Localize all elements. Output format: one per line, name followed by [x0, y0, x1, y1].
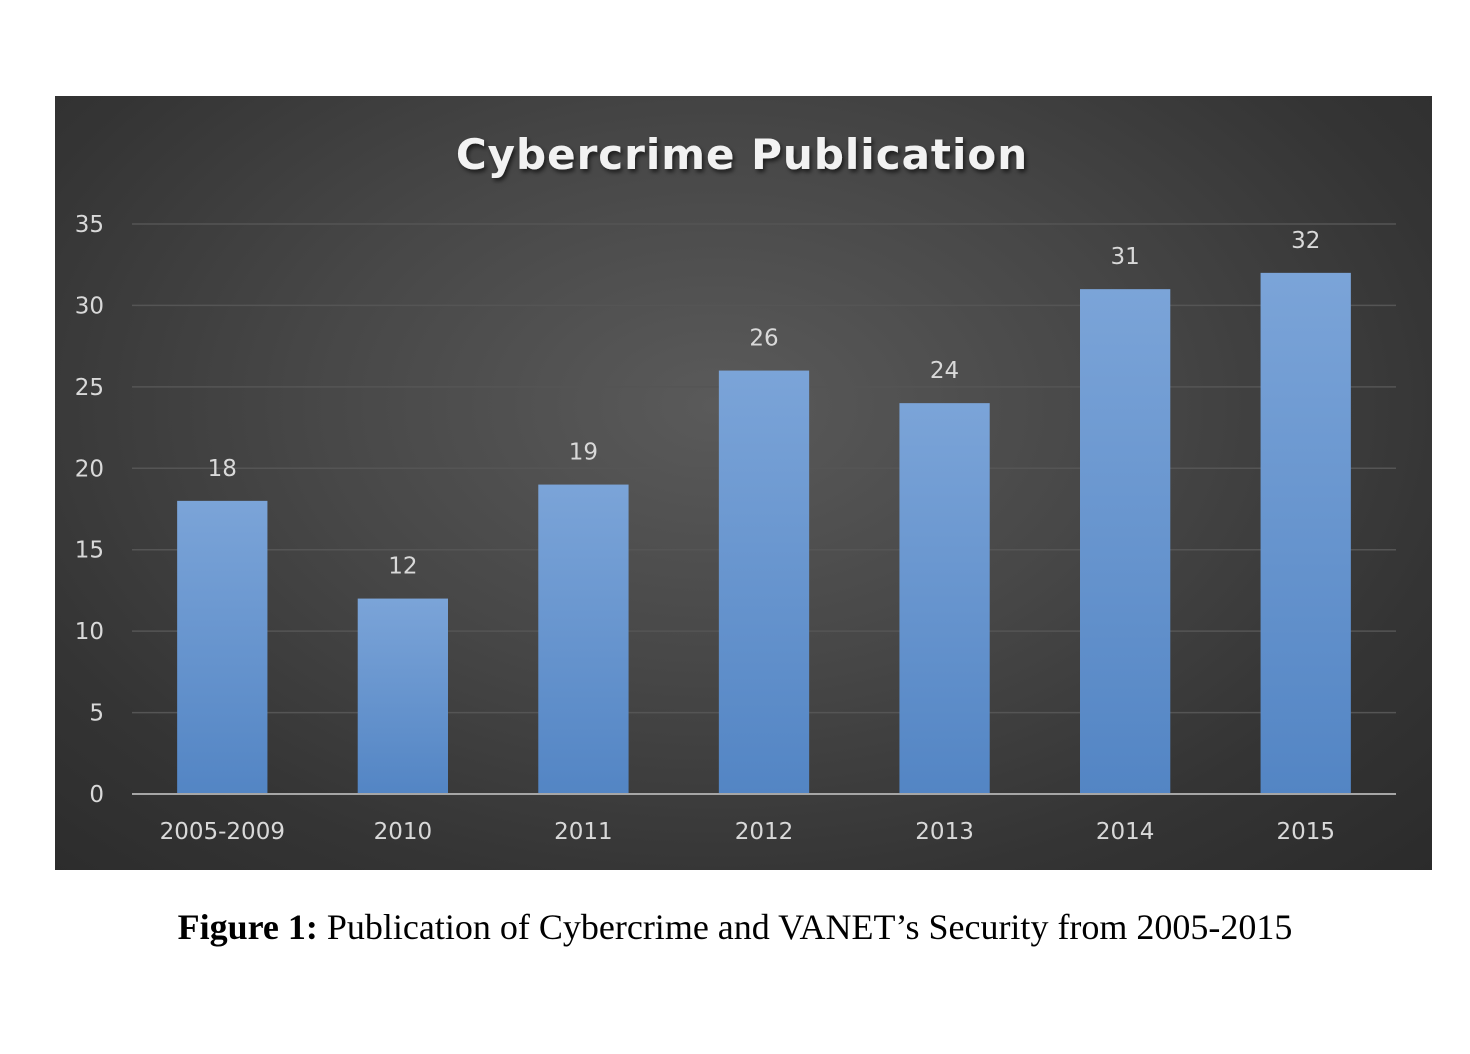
- data-labels: 18 12 19 26 24 31 32: [208, 228, 1321, 580]
- y-tick-label: 20: [75, 456, 104, 482]
- x-tick-label: 2010: [374, 819, 433, 845]
- y-tick-label: 35: [75, 212, 104, 238]
- caption-label: Figure 1:: [177, 907, 318, 947]
- bars: [177, 272, 1351, 794]
- caption-text: Publication of Cybercrime and VANET’s Se…: [317, 907, 1293, 947]
- x-tick-label: 2014: [1096, 819, 1155, 845]
- data-label: 24: [930, 358, 959, 384]
- y-tick-label: 25: [75, 375, 104, 401]
- x-tick-label: 2012: [735, 819, 794, 845]
- bar: [899, 403, 990, 794]
- data-label: 18: [208, 456, 237, 482]
- x-tick-label: 2013: [915, 819, 974, 845]
- data-label: 19: [569, 440, 598, 466]
- bar: [538, 484, 629, 794]
- y-tick-label: 0: [89, 782, 104, 808]
- figure-caption: Figure 1: Publication of Cybercrime and …: [0, 906, 1470, 948]
- x-axis-ticks: 2005-2009 2010 2011 2012 2013 2014 2015: [160, 819, 1335, 845]
- x-tick-label: 2015: [1276, 819, 1335, 845]
- bar: [1260, 272, 1351, 794]
- bar: [357, 598, 448, 794]
- chart-title: Cybercrime Publication: [456, 130, 1028, 179]
- y-tick-label: 10: [75, 619, 104, 645]
- x-tick-label: 2005-2009: [160, 819, 285, 845]
- data-label: 12: [388, 554, 417, 580]
- data-label: 31: [1111, 244, 1140, 270]
- data-label: 26: [749, 326, 778, 352]
- data-label: 32: [1291, 228, 1320, 254]
- y-axis-ticks: 0 5 10 15 20 25 30 35: [75, 212, 104, 808]
- x-tick-label: 2011: [554, 819, 613, 845]
- y-tick-label: 5: [89, 701, 104, 727]
- bar: [177, 500, 268, 794]
- bar: [718, 370, 810, 794]
- bar: [1080, 289, 1171, 794]
- y-tick-label: 15: [75, 538, 104, 564]
- y-tick-label: 30: [75, 293, 104, 319]
